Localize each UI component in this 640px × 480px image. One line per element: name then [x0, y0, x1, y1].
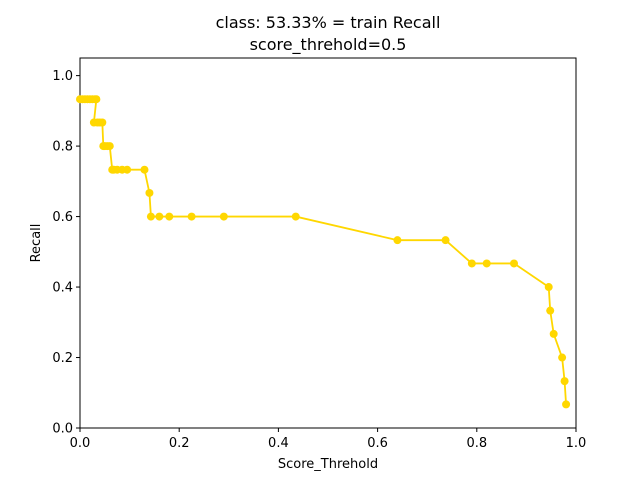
y-tick-label: 0.0 — [52, 422, 73, 437]
y-tick-label: 0.8 — [52, 140, 73, 155]
x-tick-label: 0.2 — [169, 436, 190, 451]
data-point — [467, 259, 476, 268]
data-point — [482, 259, 491, 268]
x-axis-label: Score_Threhold — [278, 457, 378, 472]
data-point — [146, 212, 155, 221]
data-point — [510, 259, 518, 268]
chart-title: class: 53.33% = train Recall — [216, 13, 441, 32]
x-axis-ticks: 0.0 0.2 0.4 0.6 0.8 1.0 — [70, 428, 587, 451]
x-tick-label: 0.6 — [367, 436, 388, 451]
x-tick-label: 0.4 — [268, 436, 289, 451]
data-point — [123, 165, 132, 174]
x-tick-label: 0.8 — [466, 436, 487, 451]
chart-subtitle: score_threhold=0.5 — [250, 35, 407, 55]
data-point — [165, 212, 174, 221]
data-point — [549, 329, 558, 338]
y-tick-label: 1.0 — [52, 69, 73, 84]
data-point — [562, 400, 571, 409]
y-tick-label: 0.2 — [52, 351, 73, 366]
data-point — [393, 236, 402, 245]
y-axis-ticks: 0.0 0.2 0.4 0.6 0.8 1.0 — [52, 69, 80, 437]
data-point — [546, 306, 555, 315]
data-point — [92, 95, 101, 104]
recall-series-points — [76, 95, 571, 409]
y-tick-label: 0.6 — [52, 210, 73, 225]
y-axis-label: Recall — [29, 224, 44, 263]
data-point — [441, 236, 450, 245]
plot-area — [79, 57, 577, 429]
data-point — [558, 353, 567, 362]
data-point — [145, 188, 154, 197]
y-tick-label: 0.4 — [52, 281, 73, 296]
data-point — [219, 212, 228, 221]
data-point — [105, 142, 114, 151]
data-point — [155, 212, 164, 221]
data-point — [187, 212, 196, 221]
x-tick-label: 0.0 — [70, 436, 91, 451]
data-point — [560, 377, 569, 386]
data-point — [544, 283, 553, 292]
x-tick-label: 1.0 — [566, 436, 587, 451]
data-point — [291, 212, 300, 221]
data-point — [98, 118, 107, 127]
data-point — [140, 165, 149, 174]
